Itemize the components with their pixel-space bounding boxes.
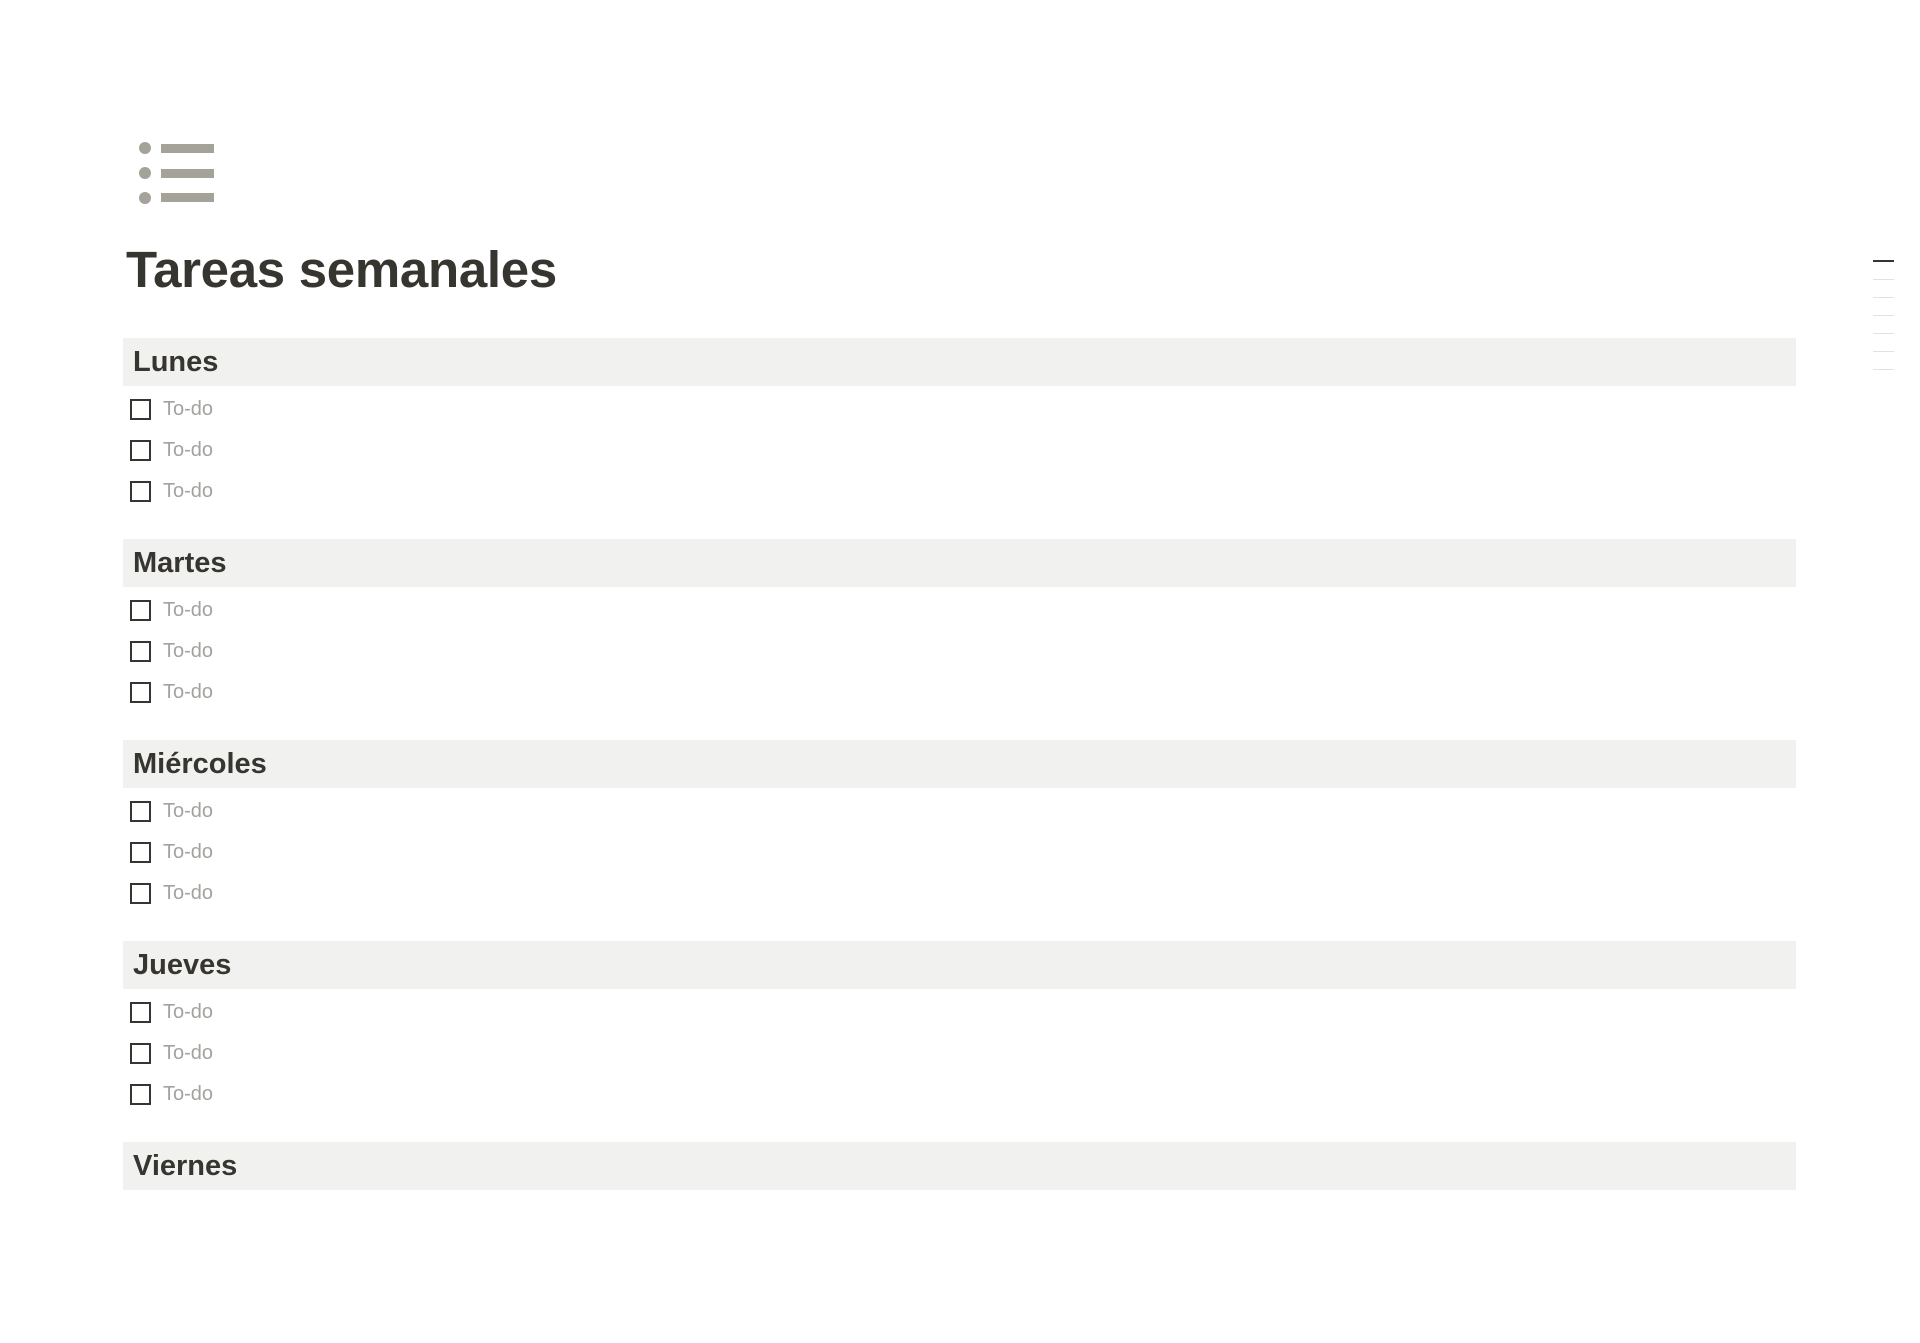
todo-item: To-do <box>123 430 1796 471</box>
todo-checkbox[interactable] <box>130 1043 151 1064</box>
todo-placeholder-text[interactable]: To-do <box>163 599 214 621</box>
toc-line[interactable] <box>1873 351 1894 352</box>
todo-list: To-do To-do To-do <box>123 386 1796 512</box>
todo-item: To-do <box>123 672 1796 713</box>
section-heading[interactable]: Viernes <box>123 1142 1796 1190</box>
section: Lunes To-do To-do To-do <box>123 338 1796 539</box>
todo-checkbox[interactable] <box>130 440 151 461</box>
section: Viernes <box>123 1142 1796 1343</box>
todo-placeholder-text[interactable]: To-do <box>163 1042 214 1064</box>
todo-item: To-do <box>123 631 1796 672</box>
todo-placeholder-text[interactable]: To-do <box>163 398 214 420</box>
todo-checkbox[interactable] <box>130 682 151 703</box>
todo-list <box>123 1190 1796 1193</box>
section: Miércoles To-do To-do To-do <box>123 740 1796 941</box>
todo-placeholder-text[interactable]: To-do <box>163 480 214 502</box>
bulleted-list-icon[interactable] <box>139 140 215 204</box>
todo-checkbox[interactable] <box>130 801 151 822</box>
toc-line[interactable] <box>1873 369 1894 370</box>
todo-list: To-do To-do To-do <box>123 788 1796 914</box>
todo-item: To-do <box>123 1074 1796 1115</box>
todo-checkbox[interactable] <box>130 842 151 863</box>
todo-item: To-do <box>123 590 1796 631</box>
todo-placeholder-text[interactable]: To-do <box>163 882 214 904</box>
todo-item: To-do <box>123 1033 1796 1074</box>
todo-item: To-do <box>123 791 1796 832</box>
toc-line[interactable] <box>1873 279 1894 280</box>
section-heading[interactable]: Martes <box>123 539 1796 587</box>
todo-placeholder-text[interactable]: To-do <box>163 841 214 863</box>
todo-checkbox[interactable] <box>130 600 151 621</box>
todo-checkbox[interactable] <box>130 1002 151 1023</box>
todo-placeholder-text[interactable]: To-do <box>163 640 214 662</box>
todo-list: To-do To-do To-do <box>123 989 1796 1115</box>
todo-checkbox[interactable] <box>130 883 151 904</box>
todo-item: To-do <box>123 873 1796 914</box>
todo-list: To-do To-do To-do <box>123 587 1796 713</box>
todo-checkbox[interactable] <box>130 481 151 502</box>
section-heading[interactable]: Miércoles <box>123 740 1796 788</box>
toc-line[interactable] <box>1873 333 1894 334</box>
toc-line[interactable] <box>1873 297 1894 298</box>
section-heading[interactable]: Lunes <box>123 338 1796 386</box>
todo-item: To-do <box>123 832 1796 873</box>
todo-placeholder-text[interactable]: To-do <box>163 439 214 461</box>
page-content: Lunes To-do To-do To-do Martes To-do To-do To-d… <box>123 338 1796 1343</box>
section-heading[interactable]: Jueves <box>123 941 1796 989</box>
table-of-contents-minimap[interactable] <box>1873 260 1894 387</box>
todo-item: To-do <box>123 992 1796 1033</box>
todo-placeholder-text[interactable]: To-do <box>163 1083 214 1105</box>
page-title[interactable]: Tareas semanales <box>126 241 557 298</box>
todo-placeholder-text[interactable]: To-do <box>163 1001 214 1023</box>
toc-line[interactable] <box>1873 315 1894 316</box>
todo-placeholder-text[interactable]: To-do <box>163 681 214 703</box>
todo-checkbox[interactable] <box>130 399 151 420</box>
section: Jueves To-do To-do To-do <box>123 941 1796 1142</box>
todo-item: To-do <box>123 471 1796 512</box>
todo-item: To-do <box>123 389 1796 430</box>
section: Martes To-do To-do To-do <box>123 539 1796 740</box>
todo-checkbox[interactable] <box>130 1084 151 1105</box>
toc-line[interactable] <box>1873 260 1894 262</box>
todo-checkbox[interactable] <box>130 641 151 662</box>
todo-placeholder-text[interactable]: To-do <box>163 800 214 822</box>
